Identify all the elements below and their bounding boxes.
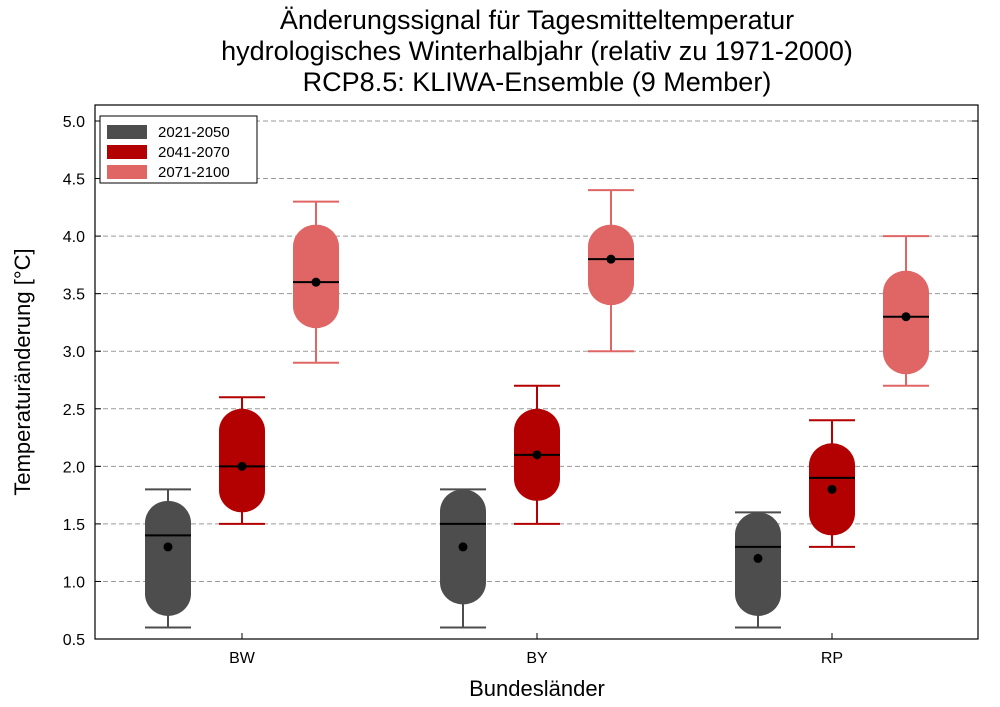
legend-label-2071-2100: 2071-2100 [158, 164, 230, 181]
plot-frame [94, 104, 979, 640]
interquartile-box [219, 408, 265, 513]
box-plot-series [145, 189, 929, 629]
y-axis-ticks: 0.5 1.0 1.5 2.0 2.5 3.0 3.5 4.0 4.5 5.0 [63, 114, 978, 649]
box-2041-2070-RP [809, 419, 855, 548]
mean-marker [163, 542, 173, 552]
legend-label-2041-2070: 2041-2070 [158, 144, 230, 161]
x-axis-ticks: BW BY RP [229, 633, 843, 667]
mean-marker [532, 450, 542, 460]
y-axis-label: Temperaturänderung [°C] [10, 248, 35, 495]
y-tick-label: 1.5 [63, 517, 85, 534]
y-tick-label: 3.5 [63, 287, 85, 304]
interquartile-box [883, 270, 929, 375]
box-2041-2070-BW [219, 396, 265, 525]
mean-marker [237, 461, 247, 471]
y-tick-label: 2.5 [63, 402, 85, 419]
y-tick-label: 2.0 [63, 459, 85, 476]
box-2041-2070-BY [514, 384, 560, 525]
x-tick-label-by: BY [526, 650, 548, 667]
legend-swatch-2021-2050 [107, 125, 147, 139]
x-tick-label-bw: BW [229, 650, 256, 667]
mean-marker [753, 553, 763, 563]
mean-marker [458, 542, 468, 552]
mean-marker [311, 277, 321, 287]
chart-title-line-2: hydrologisches Winterhalbjahr (relativ z… [221, 36, 853, 66]
chart-title-line-1: Änderungssignal für Tagesmitteltemperatu… [280, 5, 794, 35]
box-2071-2100-BW [293, 200, 339, 364]
interquartile-box [293, 224, 339, 329]
y-tick-label: 3.0 [63, 344, 85, 361]
box-2021-2050-BW [145, 488, 191, 629]
chart-title: Änderungssignal für Tagesmitteltemperatu… [221, 5, 853, 97]
interquartile-box [735, 512, 781, 616]
box-2071-2100-BY [588, 189, 634, 353]
interquartile-box [588, 224, 634, 306]
box-2021-2050-RP [735, 511, 781, 629]
y-tick-label: 0.5 [63, 632, 85, 649]
legend-swatch-2041-2070 [107, 145, 147, 159]
box-2071-2100-RP [883, 235, 929, 387]
x-tick-label-rp: RP [821, 650, 843, 667]
y-tick-label: 1.0 [63, 574, 85, 591]
y-tick-label: 4.0 [63, 229, 85, 246]
legend-swatch-2071-2100 [107, 165, 147, 179]
chart-title-line-3: RCP8.5: KLIWA-Ensemble (9 Member) [303, 67, 772, 97]
x-axis-label: Bundesländer [469, 676, 605, 701]
legend: 2021-2050 2041-2070 2071-2100 [99, 115, 258, 184]
y-tick-label: 4.5 [63, 172, 85, 189]
y-tick-label: 5.0 [63, 114, 85, 131]
legend-label-2021-2050: 2021-2050 [158, 124, 230, 141]
mean-marker [901, 312, 911, 322]
box-2021-2050-BY [440, 488, 486, 629]
mean-marker [606, 254, 616, 264]
mean-marker [827, 484, 837, 494]
interquartile-box [145, 500, 191, 616]
